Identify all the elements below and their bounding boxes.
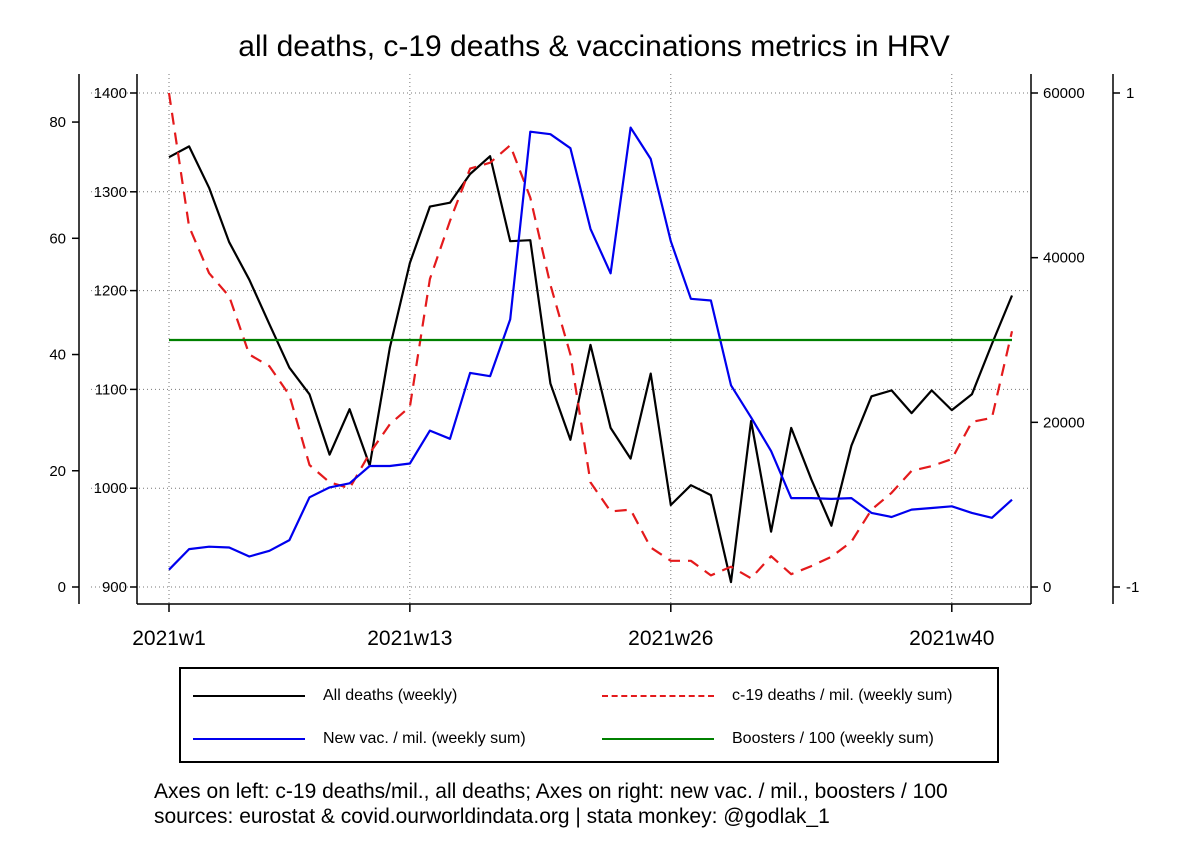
left-outer-tick-label: 80 <box>49 114 66 131</box>
right-inner-tick-label: 20000 <box>1043 414 1085 431</box>
legend-item-boosters: Boosters / 100 (weekly sum) <box>602 729 934 749</box>
legend: All deaths (weekly) c-19 deaths / mil. (… <box>179 667 999 763</box>
left-outer-tick-label: 0 <box>58 579 66 596</box>
legend-swatch-all-deaths <box>193 695 305 697</box>
chart-notes: Axes on left: c-19 deaths/mil., all deat… <box>154 779 948 829</box>
series-line-2 <box>168 126 1013 571</box>
right-outer-tick-label: 1 <box>1126 85 1134 102</box>
chart-plot: 0 20 40 60 80 900 1000 1100 1200 1300 1400 0 20000 40… <box>49 74 1139 650</box>
right-inner-tick-label: 40000 <box>1043 250 1085 267</box>
right-inner-tick-label: 0 <box>1043 579 1051 596</box>
chart-title: all deaths, c-19 deaths & vaccinations m… <box>238 30 950 63</box>
series-line-1 <box>167 92 1014 580</box>
left-inner-tick-label: 1000 <box>94 480 127 497</box>
note-sources: sources: eurostat & covid.ourworldindata… <box>154 805 830 828</box>
legend-label: All deaths (weekly) <box>323 687 458 704</box>
right-outer-tick-label: -1 <box>1126 579 1139 596</box>
left-outer-tick-label: 40 <box>49 347 66 364</box>
legend-swatch-boosters <box>602 738 714 740</box>
legend-label: Boosters / 100 (weekly sum) <box>732 730 934 747</box>
left-inner-tick-label: 900 <box>102 579 127 596</box>
left-inner-tick-label: 1300 <box>94 184 127 201</box>
left-inner-tick-label: 1100 <box>95 381 127 398</box>
series-line-0 <box>168 145 1014 584</box>
legend-item-c19-deaths: c-19 deaths / mil. (weekly sum) <box>602 686 953 706</box>
note-axes: Axes on left: c-19 deaths/mil., all deat… <box>154 780 948 803</box>
legend-label: c-19 deaths / mil. (weekly sum) <box>732 687 953 704</box>
x-tick-label: 2021w26 <box>628 627 713 650</box>
left-inner-tick-label: 1400 <box>94 85 127 102</box>
legend-item-all-deaths: All deaths (weekly) <box>193 686 457 706</box>
x-tick-label: 2021w1 <box>132 627 206 650</box>
legend-label: New vac. / mil. (weekly sum) <box>323 730 526 747</box>
left-inner-tick-label: 1200 <box>94 283 127 300</box>
left-outer-tick-label: 60 <box>49 230 66 247</box>
right-inner-tick-label: 60000 <box>1043 85 1085 102</box>
x-tick-label: 2021w40 <box>909 627 994 650</box>
legend-swatch-c19-deaths <box>602 695 714 697</box>
legend-item-new-vac: New vac. / mil. (weekly sum) <box>193 729 526 749</box>
legend-swatch-new-vac <box>193 738 305 740</box>
x-tick-label: 2021w13 <box>367 627 452 650</box>
left-outer-tick-label: 20 <box>49 463 66 480</box>
